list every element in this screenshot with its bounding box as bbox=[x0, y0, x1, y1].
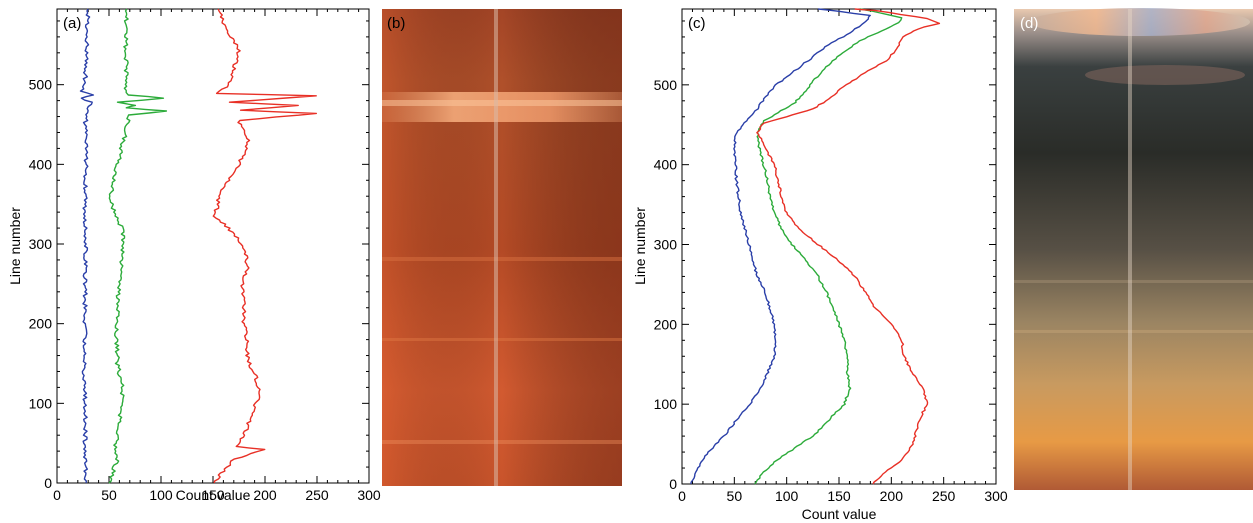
panel-a-x-tick-label: 250 bbox=[305, 487, 329, 503]
panel-a-y-tick-label: 400 bbox=[29, 156, 53, 172]
panel-a-x-tick-label: 0 bbox=[53, 487, 61, 503]
panel-a-chart: 0 50 100 150 200 250 300 0 100 200 300 400 500 (a) C… bbox=[7, 8, 381, 503]
panel-c-x-axis-title: Count value bbox=[802, 506, 877, 522]
panel-d-band-2 bbox=[1014, 330, 1253, 333]
panel-a-y-tick-label: 0 bbox=[44, 475, 52, 491]
panel-c-series-line bbox=[754, 8, 903, 485]
panel-c-series bbox=[690, 8, 941, 485]
panel-d-cloud-wisp bbox=[1085, 65, 1245, 85]
panel-d-sky bbox=[1014, 9, 1253, 490]
panel-b-shading bbox=[382, 9, 622, 486]
panel-a-series-line bbox=[108, 8, 168, 484]
panel-a-series-line bbox=[79, 8, 95, 484]
panel-b-faint-band-1 bbox=[382, 257, 622, 261]
panel-a-y-tick-label: 200 bbox=[29, 316, 53, 332]
panel-c-y-tick-label: 400 bbox=[654, 157, 678, 173]
panel-d-iridescent-cloud bbox=[1030, 8, 1250, 36]
panel-c-label: (c) bbox=[688, 15, 706, 32]
panel-c-x-tick-label: 0 bbox=[678, 488, 686, 504]
panel-a-plot-frame bbox=[56, 8, 370, 484]
panel-a-x-axis-title: Count value bbox=[176, 487, 251, 503]
panel-c-y-tick-label: 200 bbox=[654, 316, 678, 332]
panel-c-x-tick-label: 100 bbox=[775, 488, 799, 504]
panel-a-label: (a) bbox=[63, 15, 81, 32]
panel-b-photo: (b) bbox=[382, 9, 622, 486]
panel-c-y-tick-label: 500 bbox=[654, 77, 678, 93]
panel-b-faint-band-2 bbox=[382, 338, 622, 341]
panel-a-y-tick-label: 300 bbox=[29, 236, 53, 252]
panel-b-sample-column bbox=[494, 9, 498, 486]
panel-c-series-line bbox=[690, 8, 871, 485]
panel-c-x-tick-label: 150 bbox=[827, 488, 851, 504]
panel-a-x-tick-label: 150 bbox=[201, 487, 225, 503]
panel-a-ticks: 0 50 100 150 200 250 300 0 100 200 300 400 500 bbox=[29, 9, 381, 503]
panel-c-y-tick-label: 100 bbox=[654, 396, 678, 412]
panel-c-x-tick-label: 200 bbox=[880, 488, 904, 504]
panel-c-y-tick-label: 300 bbox=[654, 237, 678, 253]
panel-c-x-tick-label: 300 bbox=[984, 488, 1008, 504]
panel-a-y-tick-label: 100 bbox=[29, 395, 53, 411]
panel-a-x-tick-label: 200 bbox=[253, 487, 277, 503]
panel-b-label: (b) bbox=[387, 15, 405, 32]
panel-b-cloud-highlight bbox=[382, 100, 622, 106]
panel-c-series-line bbox=[756, 8, 941, 485]
panel-a-series bbox=[79, 8, 317, 484]
panel-b-cloud-band bbox=[382, 92, 622, 122]
panel-c-plot-frame bbox=[681, 8, 997, 485]
panel-b-faint-band-3 bbox=[382, 440, 622, 444]
panel-a-series-line bbox=[212, 8, 317, 484]
panel-c-x-tick-label: 250 bbox=[932, 488, 956, 504]
panel-d-sample-column bbox=[1128, 9, 1132, 490]
panel-d-label: (d) bbox=[1020, 15, 1038, 32]
panel-d-band-1 bbox=[1014, 280, 1253, 283]
panel-a-y-axis-title: Line number bbox=[7, 207, 23, 285]
panel-c-y-tick-label: 0 bbox=[669, 476, 677, 492]
panel-a-y-tick-label: 500 bbox=[29, 77, 53, 93]
panel-c-chart: 0 50 100 150 200 250 300 0 100 200 300 400 500 (c) C… bbox=[632, 8, 1008, 522]
panel-c-y-axis-title: Line number bbox=[632, 207, 648, 285]
panel-a-x-tick-label: 50 bbox=[101, 487, 117, 503]
panel-c-x-tick-label: 50 bbox=[727, 488, 743, 504]
panel-d-photo: (d) bbox=[1014, 8, 1253, 490]
panel-a-x-tick-label: 300 bbox=[357, 487, 381, 503]
panel-a-x-tick-label: 100 bbox=[149, 487, 173, 503]
